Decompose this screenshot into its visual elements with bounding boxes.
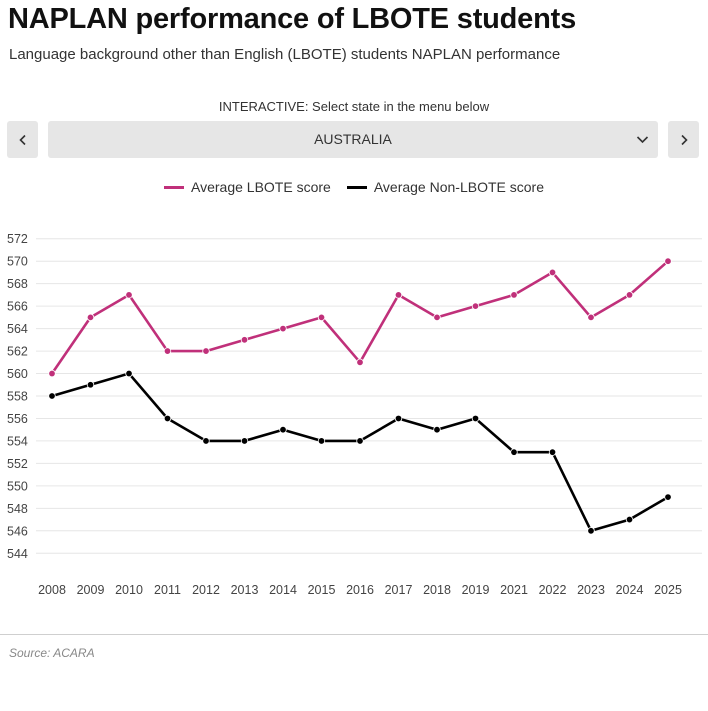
chart-subtitle: Language background other than English (…: [9, 46, 561, 63]
y-tick-label: 550: [7, 479, 28, 493]
x-tick-label: 2016: [346, 583, 374, 597]
footer-divider: [0, 634, 708, 635]
data-point-lbote: [587, 313, 595, 322]
data-point-non-lbote: [356, 437, 364, 445]
x-tick-label: 2021: [500, 583, 528, 597]
legend-swatch-non-lbote: [346, 185, 367, 189]
chart-title: NAPLAN performance of LBOTE students: [8, 3, 577, 35]
data-point-non-lbote: [664, 493, 672, 501]
data-point-non-lbote: [471, 414, 480, 423]
data-point-non-lbote: [510, 448, 518, 456]
data-point-lbote: [664, 257, 672, 265]
data-point-non-lbote: [202, 437, 210, 445]
x-tick-label: 2012: [192, 583, 220, 597]
data-point-non-lbote: [394, 414, 403, 423]
data-point-non-lbote: [48, 392, 56, 400]
next-state-button[interactable]: [668, 121, 699, 158]
x-tick-label: 2025: [654, 583, 682, 597]
y-tick-label: 544: [7, 547, 28, 561]
series-line-non-lbote: [50, 372, 670, 533]
data-point-non-lbote: [163, 414, 172, 423]
data-point-lbote: [510, 291, 518, 299]
y-tick-label: 548: [7, 502, 28, 516]
legend-label-lbote: Average LBOTE score: [191, 179, 331, 195]
y-tick-label: 562: [7, 345, 28, 359]
x-tick-label: 2013: [231, 583, 259, 597]
data-point-lbote: [125, 291, 133, 299]
x-tick-label: 2009: [77, 583, 105, 597]
source-note: Source: ACARA: [9, 646, 95, 660]
x-tick-label: 2015: [308, 583, 336, 597]
y-tick-label: 560: [7, 367, 28, 381]
state-select-dropdown[interactable]: AUSTRALIA: [48, 121, 658, 158]
data-point-non-lbote: [548, 448, 557, 456]
data-point-lbote: [433, 313, 441, 322]
chevron-left-icon: [18, 134, 26, 145]
x-tick-label: 2008: [38, 583, 66, 597]
y-tick-label: 568: [7, 277, 28, 291]
data-point-non-lbote: [587, 527, 595, 535]
y-tick-label: 570: [7, 255, 28, 269]
x-tick-label: 2023: [577, 583, 605, 597]
x-tick-label: 2022: [539, 583, 567, 597]
data-point-lbote: [548, 268, 557, 277]
x-tick-label: 2024: [616, 583, 644, 597]
data-point-non-lbote: [433, 425, 441, 434]
y-tick-label: 566: [7, 300, 28, 314]
data-point-lbote: [86, 313, 95, 322]
data-point-non-lbote: [625, 515, 634, 524]
x-tick-label: 2018: [423, 583, 451, 597]
legend-label-non-lbote: Average Non-LBOTE score: [373, 179, 544, 195]
data-point-lbote: [240, 336, 249, 344]
legend-item-lbote[interactable]: Average LBOTE score: [164, 179, 331, 195]
selected-state-label: AUSTRALIA: [314, 131, 392, 147]
interactive-instruction: INTERACTIVE: Select state in the menu be…: [218, 99, 490, 114]
data-point-non-lbote: [86, 381, 95, 389]
x-tick-label: 2019: [462, 583, 490, 597]
x-tick-label: 2017: [385, 583, 413, 597]
series-line-lbote: [50, 259, 670, 375]
line-chart: 544 546 548 550 552 554 556 558 560 562 564 566 568 5…: [7, 232, 702, 597]
x-tick-label: 2011: [154, 583, 181, 597]
data-point-lbote: [356, 358, 364, 366]
legend-item-non-lbote[interactable]: Average Non-LBOTE score: [346, 179, 544, 195]
y-tick-label: 554: [7, 434, 28, 448]
x-tick-label: 2010: [115, 583, 143, 597]
data-point-lbote: [394, 291, 403, 299]
y-tick-label: 552: [7, 457, 28, 471]
chevron-down-icon: [636, 136, 649, 144]
chevron-right-icon: [680, 134, 688, 145]
x-tick-label: 2014: [269, 583, 297, 597]
y-tick-label: 556: [7, 412, 28, 426]
y-tick-label: 572: [7, 232, 28, 246]
previous-state-button[interactable]: [7, 121, 38, 158]
data-point-non-lbote: [317, 437, 326, 445]
y-tick-label: 564: [7, 322, 28, 336]
data-point-lbote: [279, 324, 287, 333]
y-tick-label: 546: [7, 524, 28, 538]
data-point-lbote: [48, 369, 56, 378]
data-point-lbote: [625, 291, 634, 299]
legend-swatch-lbote: [164, 185, 185, 189]
data-point-non-lbote: [279, 425, 287, 434]
data-point-non-lbote: [240, 437, 249, 445]
chart-legend: Average LBOTE score Average Non-LBOTE sc…: [0, 179, 708, 195]
data-point-lbote: [163, 347, 172, 355]
data-point-lbote: [471, 302, 480, 310]
data-point-lbote: [317, 313, 326, 322]
data-point-lbote: [202, 347, 210, 355]
data-point-non-lbote: [125, 369, 133, 378]
y-tick-label: 558: [7, 390, 28, 404]
